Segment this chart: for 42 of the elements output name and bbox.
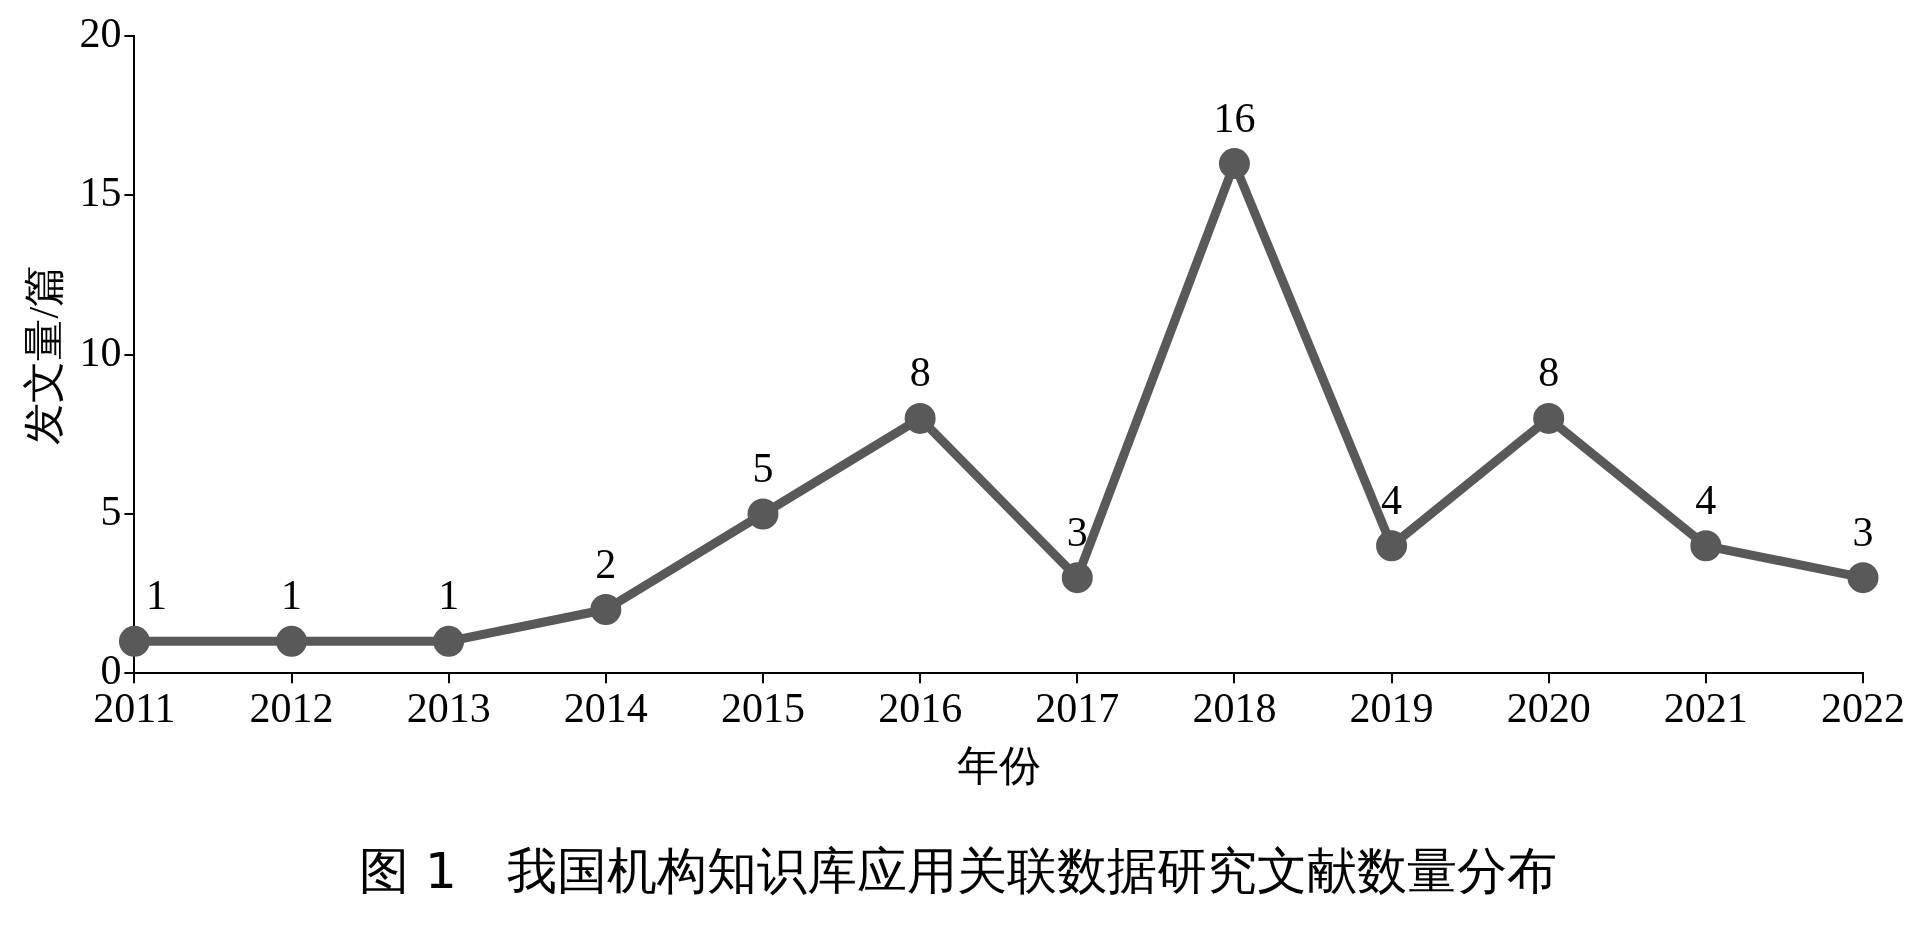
data-label: 3	[1852, 508, 1874, 555]
data-label: 1	[438, 572, 460, 619]
point	[276, 625, 308, 657]
point	[118, 625, 150, 657]
y-axis-title: 发文量/篇	[21, 264, 68, 445]
data-label: 16	[1213, 94, 1256, 141]
point	[904, 402, 936, 434]
x-tick-label: 2013	[406, 685, 491, 732]
x-tick-label: 2022	[1821, 685, 1905, 732]
text: 图 1 我国机构知识库应用关联数据研究文献数量分布	[358, 841, 1558, 902]
point	[1218, 148, 1250, 180]
data-label: 8	[1538, 349, 1560, 396]
x-tick-label: 2019	[1349, 685, 1434, 732]
point	[590, 594, 622, 625]
data-label: 5	[752, 444, 774, 491]
y-tick-label: 20	[79, 10, 122, 57]
x-tick-label: 2021	[1663, 685, 1748, 732]
x-tick-label: 2014	[563, 685, 648, 732]
point	[1376, 530, 1408, 562]
point	[747, 498, 779, 530]
data-label: 4	[1695, 476, 1717, 523]
data-label: 4	[1381, 476, 1403, 523]
y-tick-label: 10	[79, 328, 122, 375]
x-tick-label: 2020	[1506, 685, 1591, 732]
point	[1533, 402, 1565, 434]
y-tick-label: 15	[79, 169, 122, 216]
data-label: 2	[595, 540, 617, 587]
point	[1847, 562, 1879, 594]
x-tick-label: 2012	[249, 685, 334, 732]
point	[1690, 530, 1722, 562]
data-label: 8	[909, 349, 931, 396]
data-label: 1	[145, 572, 167, 619]
x-tick-label: 2017	[1035, 685, 1120, 732]
x-tick-label: 2018	[1192, 685, 1277, 732]
y-tick-label: 5	[100, 487, 122, 534]
x-tick-label: 2016	[878, 685, 963, 732]
data-label: 3	[1066, 508, 1088, 555]
point	[1061, 562, 1093, 594]
data-label: 1	[281, 572, 303, 619]
x-tick-label: 2015	[720, 685, 805, 732]
point	[433, 625, 465, 657]
x-axis-title: 年份	[956, 742, 1041, 789]
